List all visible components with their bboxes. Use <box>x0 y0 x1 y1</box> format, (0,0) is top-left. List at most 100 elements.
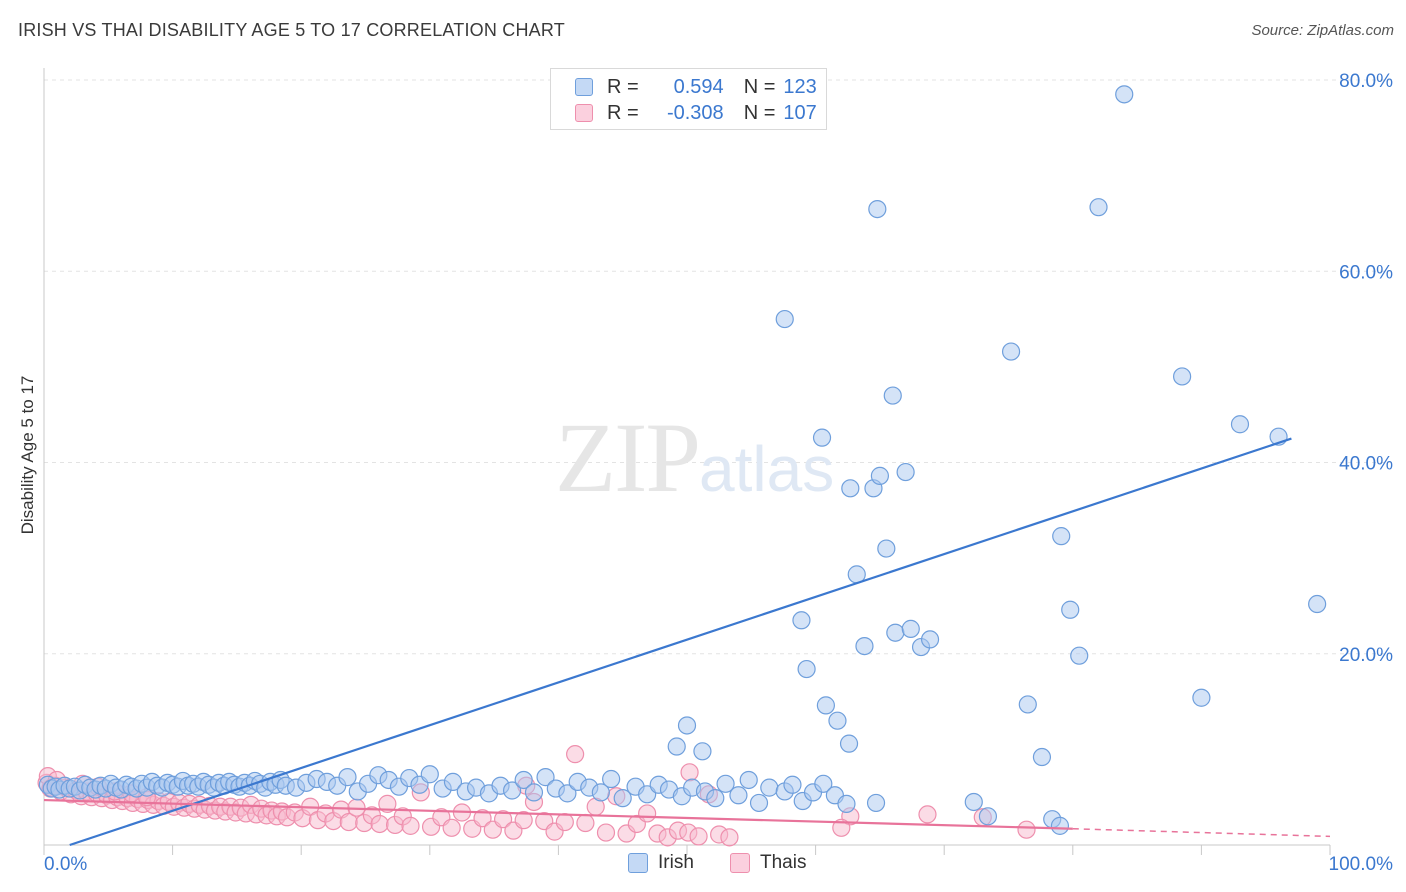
irish-point <box>978 807 998 826</box>
irish-point <box>760 778 779 797</box>
watermark-zip: ZIP <box>555 402 701 513</box>
irish-point <box>868 199 887 219</box>
legend-item-irish: Irish <box>628 852 694 874</box>
watermark: ZIPatlas <box>555 400 834 515</box>
thais-point <box>918 805 937 824</box>
y-tick-label: 80.0% <box>1339 71 1393 92</box>
axes <box>43 68 1331 855</box>
n-value: 107 <box>783 101 817 124</box>
irish-point <box>1018 695 1037 714</box>
irish-point <box>839 734 859 753</box>
irish-point <box>706 789 725 808</box>
stats-legend: R = 0.594 N = 123 R = -0.308 N = 107 <box>550 68 827 130</box>
thais-point <box>1017 820 1036 839</box>
irish-point <box>797 659 816 679</box>
irish-point <box>901 619 920 638</box>
irish-point <box>536 768 555 787</box>
irish-point <box>1070 646 1089 665</box>
thais-point <box>720 828 739 847</box>
thais-trend-extension <box>1072 827 1331 838</box>
thais-point <box>401 816 420 835</box>
r-value: 0.594 <box>673 75 724 98</box>
n-label: N = <box>743 75 776 98</box>
irish-point <box>443 772 463 791</box>
irish-point <box>1308 594 1327 614</box>
irish-legend-swatch <box>628 853 648 873</box>
irish-point <box>877 539 896 558</box>
legend-row-irish: R = 0.594 N = 123 <box>575 74 817 100</box>
irish-point <box>828 711 847 730</box>
y-axis-title: Disability Age 5 to 17 <box>18 375 37 535</box>
n-label: N = <box>743 101 776 124</box>
irish-swatch <box>575 78 593 96</box>
irish-point <box>729 786 748 805</box>
irish-point <box>1173 367 1192 386</box>
thais-point <box>514 811 533 830</box>
thais-point <box>473 809 492 828</box>
thais-point <box>689 827 708 846</box>
irish-point <box>1089 198 1108 217</box>
irish-point <box>883 386 902 405</box>
irish-point <box>841 479 860 498</box>
irish-point <box>1230 415 1250 434</box>
r-value: -0.308 <box>666 101 724 124</box>
thais-legend-swatch <box>730 853 750 873</box>
irish-point <box>1115 85 1134 104</box>
trend-lines <box>43 437 1331 847</box>
irish-trend-line <box>69 437 1292 847</box>
irish-point <box>749 793 769 813</box>
thais-point <box>638 804 657 823</box>
thais-point <box>576 813 595 833</box>
irish-point <box>814 774 833 793</box>
thais-legend-label: Thais <box>760 852 807 873</box>
thais-swatch <box>575 104 593 122</box>
irish-point <box>775 309 794 329</box>
n-value: 123 <box>783 75 817 98</box>
thais-point <box>442 818 461 837</box>
irish-point <box>667 737 686 756</box>
irish-point <box>1052 527 1071 546</box>
irish-point <box>524 783 544 802</box>
grid-lines <box>44 79 1392 655</box>
legend-item-thais: Thais <box>730 852 806 874</box>
irish-point <box>812 428 832 447</box>
irish-point <box>503 781 522 800</box>
y-tick-label: 60.0% <box>1339 262 1393 283</box>
chart-source: Source: ZipAtlas.com <box>1251 22 1394 39</box>
irish-point <box>558 784 577 803</box>
y-tick-label: 40.0% <box>1339 454 1393 475</box>
irish-point <box>870 466 890 485</box>
irish-point <box>739 770 758 790</box>
irish-point <box>1192 688 1211 707</box>
thais-point <box>494 810 513 829</box>
irish-point <box>855 636 874 656</box>
irish-point <box>602 769 621 789</box>
irish-point <box>964 792 983 812</box>
irish-point <box>693 742 712 761</box>
thais-point <box>378 794 397 813</box>
thais-point <box>680 763 699 782</box>
irish-point <box>792 611 811 630</box>
irish-legend-label: Irish <box>658 852 694 873</box>
irish-point <box>1050 816 1070 835</box>
irish-point <box>591 783 610 802</box>
thais-point <box>370 814 389 834</box>
irish-point <box>420 765 439 784</box>
irish-point <box>1032 747 1052 767</box>
irish-point <box>1001 342 1021 361</box>
thais-point <box>832 818 851 837</box>
y-tick-label: 20.0% <box>1339 645 1393 666</box>
chart-title: IRISH VS THAI DISABILITY AGE 5 TO 17 COR… <box>18 20 565 40</box>
legend-row-thais: R = -0.308 N = 107 <box>575 100 817 126</box>
tick-labels: 20.0% 40.0% 60.0% 80.0% 0.0% 100.0% <box>44 71 1393 875</box>
irish-point <box>783 775 802 794</box>
irish-point <box>866 793 886 813</box>
irish-point <box>920 630 940 649</box>
irish-point <box>816 696 835 715</box>
r-label: R = <box>607 75 639 98</box>
r-label: R = <box>607 101 639 124</box>
x-tick-label: 100.0% <box>1329 854 1394 875</box>
thais-point <box>555 812 574 832</box>
irish-point <box>896 462 915 482</box>
